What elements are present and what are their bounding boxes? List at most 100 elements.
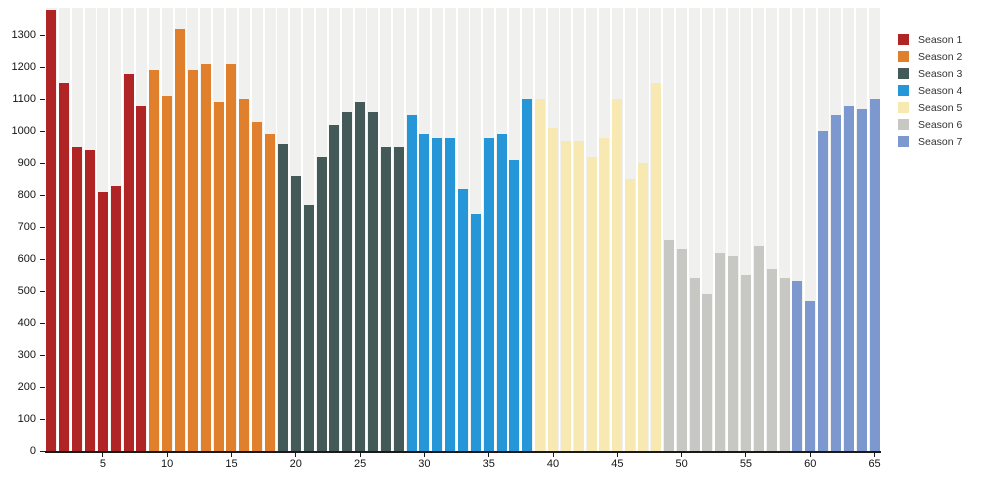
legend-swatch-icon bbox=[898, 68, 909, 79]
bar-episode-37 bbox=[509, 159, 520, 451]
bar-episode-7 bbox=[123, 73, 134, 451]
y-tick-label: 900 bbox=[17, 157, 36, 170]
bar-episode-44 bbox=[599, 137, 610, 451]
bar-episode-23 bbox=[329, 124, 340, 451]
bar-episode-43 bbox=[586, 156, 597, 451]
legend-item-season-2: Season 2 bbox=[898, 48, 962, 65]
y-tick-label: 0 bbox=[29, 445, 36, 457]
bar-episode-35 bbox=[483, 137, 494, 451]
y-axis-tick bbox=[40, 354, 45, 356]
bar-episode-55 bbox=[740, 275, 751, 451]
bar-episode-25 bbox=[355, 102, 366, 451]
bar-episode-14 bbox=[213, 102, 224, 451]
x-tick-label: 20 bbox=[289, 458, 302, 470]
legend-swatch-icon bbox=[898, 85, 909, 96]
x-tick-label: 50 bbox=[675, 458, 688, 470]
legend-swatch-icon bbox=[898, 119, 909, 130]
bar-episode-18 bbox=[265, 134, 276, 451]
bar-episode-27 bbox=[380, 147, 391, 451]
bar-episode-3 bbox=[72, 147, 83, 451]
x-axis-tick bbox=[681, 453, 683, 457]
y-axis-tick bbox=[40, 322, 45, 324]
legend-item-season-6: Season 6 bbox=[898, 116, 962, 133]
legend-item-season-5: Season 5 bbox=[898, 99, 962, 116]
y-tick-label: 400 bbox=[17, 317, 36, 330]
y-tick-label: 1300 bbox=[11, 29, 36, 42]
x-tick-label: 45 bbox=[611, 458, 624, 470]
bar-episode-20 bbox=[290, 175, 301, 451]
background-band bbox=[791, 8, 803, 451]
y-tick-label: 700 bbox=[17, 221, 36, 234]
y-tick-label: 600 bbox=[17, 253, 36, 266]
bar-episode-36 bbox=[496, 134, 507, 451]
y-tick-label: 800 bbox=[17, 189, 36, 202]
x-tick-label: 10 bbox=[161, 458, 174, 470]
y-axis-tick bbox=[40, 226, 45, 228]
bar-episode-51 bbox=[689, 278, 700, 451]
legend-item-season-1: Season 1 bbox=[898, 31, 962, 48]
x-axis-line bbox=[45, 451, 881, 453]
y-axis-tick bbox=[40, 290, 45, 292]
bar-episode-10 bbox=[162, 95, 173, 451]
bar-episode-40 bbox=[548, 127, 559, 451]
bar-episode-2 bbox=[59, 83, 70, 451]
bar-episode-5 bbox=[97, 191, 108, 451]
bar-episode-38 bbox=[522, 99, 533, 451]
x-axis-tick bbox=[423, 453, 425, 457]
x-tick-label: 55 bbox=[739, 458, 753, 470]
x-tick-label: 5 bbox=[99, 458, 106, 470]
x-axis-tick bbox=[488, 453, 490, 457]
bar-episode-61 bbox=[818, 131, 829, 451]
y-axis-tick bbox=[40, 130, 45, 132]
y-axis-tick bbox=[40, 162, 45, 164]
y-axis-tick bbox=[40, 418, 45, 420]
y-axis-tick bbox=[40, 450, 45, 452]
legend-label: Season 4 bbox=[918, 84, 963, 97]
bar-episode-58 bbox=[779, 278, 790, 451]
bar-episode-11 bbox=[175, 28, 186, 451]
bar-episode-29 bbox=[406, 115, 417, 451]
bar-episode-45 bbox=[612, 99, 623, 451]
bar-episode-21 bbox=[303, 204, 314, 451]
y-tick-label: 1000 bbox=[11, 125, 36, 138]
legend-item-season-4: Season 4 bbox=[898, 82, 962, 99]
bar-episode-24 bbox=[342, 111, 353, 451]
bar-episode-16 bbox=[239, 99, 250, 451]
bar-episode-33 bbox=[458, 188, 468, 451]
x-tick-label: 40 bbox=[546, 458, 560, 470]
y-tick-label: 1200 bbox=[11, 61, 36, 74]
legend-label: Season 1 bbox=[918, 33, 963, 46]
x-axis-tick bbox=[166, 453, 168, 457]
legend-item-season-3: Season 3 bbox=[898, 65, 962, 82]
bar-episode-56 bbox=[753, 246, 764, 451]
bar-episode-32 bbox=[445, 137, 456, 451]
bar-episode-54 bbox=[728, 255, 739, 451]
bar-episode-49 bbox=[663, 239, 674, 451]
legend-swatch-icon bbox=[898, 34, 909, 45]
background-band bbox=[804, 8, 816, 451]
bar-episode-60 bbox=[805, 300, 816, 451]
y-tick-label: 1100 bbox=[12, 93, 36, 106]
y-axis-tick bbox=[40, 258, 45, 260]
y-axis-tick bbox=[40, 98, 45, 100]
bar-episode-31 bbox=[432, 137, 443, 451]
x-axis-tick bbox=[874, 453, 876, 457]
background-band bbox=[727, 8, 739, 451]
bar-episode-13 bbox=[200, 63, 211, 451]
background-band bbox=[663, 8, 675, 451]
y-tick-label: 300 bbox=[17, 349, 36, 362]
y-axis-tick bbox=[40, 194, 45, 196]
x-tick-label: 35 bbox=[482, 458, 495, 470]
legend-item-season-7: Season 7 bbox=[898, 133, 962, 150]
bar-episode-64 bbox=[856, 108, 867, 451]
bar-episode-8 bbox=[136, 105, 147, 451]
bar-episode-28 bbox=[393, 147, 404, 451]
x-axis-tick bbox=[295, 453, 297, 457]
bar-episode-30 bbox=[419, 134, 430, 451]
background-band bbox=[779, 8, 791, 451]
x-axis-tick bbox=[616, 453, 618, 457]
legend-label: Season 5 bbox=[918, 101, 963, 114]
bar-episode-59 bbox=[792, 281, 803, 451]
